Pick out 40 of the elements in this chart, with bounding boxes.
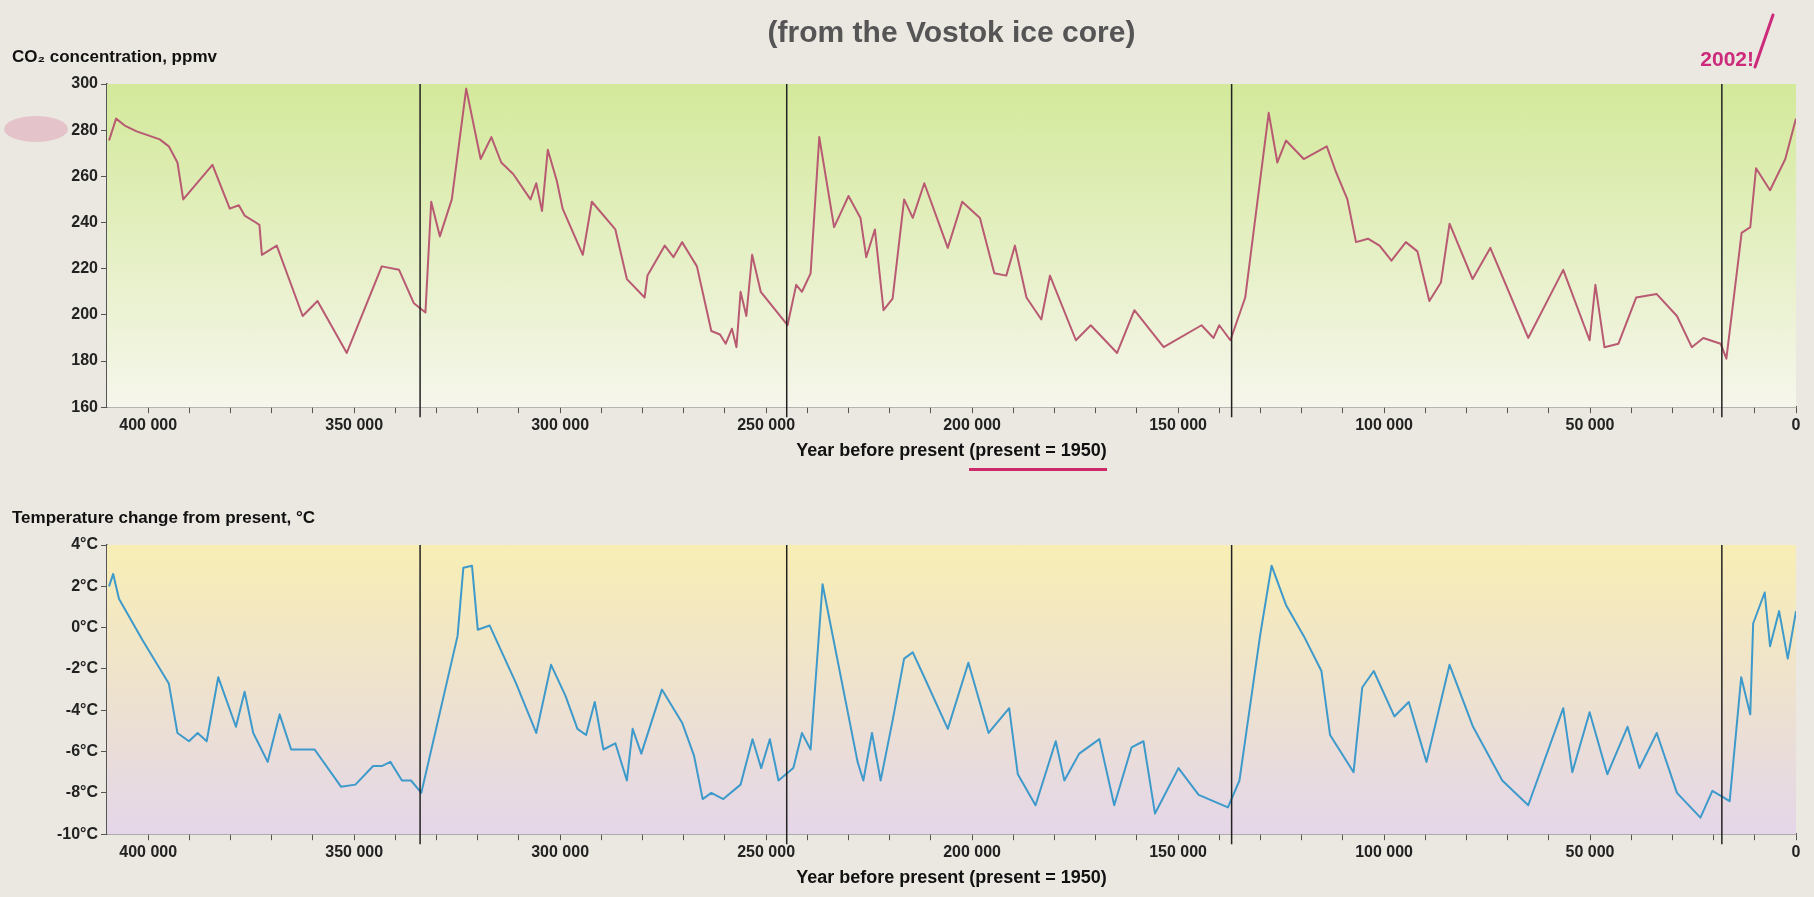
x-tick-label: 300 000 [531,843,590,861]
x-tick-label: 50 000 [1565,416,1615,434]
x-tick-label: 0 [1791,416,1801,434]
x-tick-label: 100 000 [1355,416,1414,434]
y-tick-label: 260 [71,166,99,184]
x-tick-label: 300 000 [531,416,590,434]
x-tick-label: 250 000 [737,416,796,434]
y-tick-label: 240 [71,212,99,230]
y-tick-label: 4°C [71,535,99,553]
x-tick-label: 100 000 [1355,843,1414,861]
y-tick-label: -8°C [65,783,99,801]
x-tick-label: 50 000 [1565,843,1615,861]
x-tick-label: 350 000 [325,416,384,434]
x-tick-label: 400 000 [119,416,178,434]
x-tick-label: 150 000 [1149,843,1208,861]
y-tick-label: -4°C [65,700,99,718]
y-tick-label: 220 [71,259,99,277]
y-tick-label: 280 [71,120,99,138]
x-tick-label: 250 000 [737,843,796,861]
x-axis-title: Year before present (present = 1950) [796,867,1107,888]
x-tick-label: 0 [1791,843,1801,861]
text: 2002! [1700,47,1754,70]
y-tick-label: 180 [71,351,99,369]
y-tick-label: 0°C [71,618,99,636]
x-tick-label: 350 000 [325,843,384,861]
y-tick-label: -2°C [65,659,99,677]
x-tick-label: 200 000 [943,843,1002,861]
y-tick-label: 160 [71,397,99,415]
y-axis-title: CO₂ concentration, ppmv [12,47,218,66]
y-tick-label: -6°C [65,741,99,759]
chart-title: (from the Vostok ice core) [767,15,1136,48]
y-tick-label: 2°C [71,576,99,594]
x-axis-title: Year before present (present = 1950) [796,440,1107,461]
y-tick-label: 200 [71,305,99,323]
x-tick-label: 400 000 [119,843,178,861]
y-tick-label: -10°C [56,824,99,842]
x-tick-label: 200 000 [943,416,1002,434]
y-axis-title: Temperature change from present, °C [12,508,316,527]
x-tick-label: 150 000 [1149,416,1208,434]
y-tick-label: 300 [71,74,99,92]
